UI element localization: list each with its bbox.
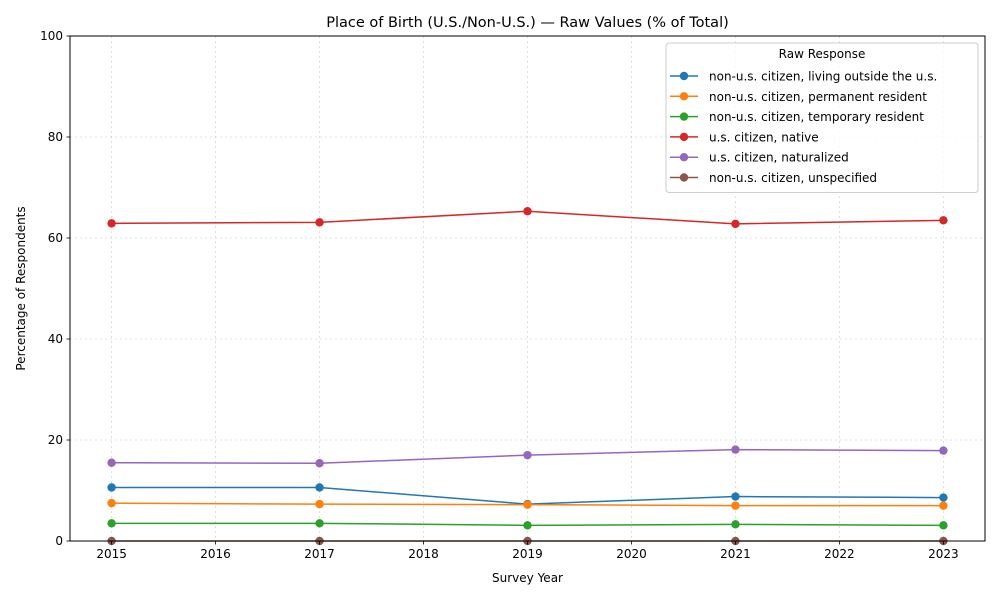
legend-label: non-u.s. citizen, permanent resident — [709, 90, 927, 104]
legend-item: u.s. citizen, native — [670, 130, 819, 144]
data-point — [731, 501, 740, 510]
data-point — [731, 520, 740, 529]
legend-swatch-marker — [679, 173, 689, 182]
x-tick-label: 2020 — [616, 547, 647, 561]
legend-item: non-u.s. citizen, unspecified — [670, 171, 877, 185]
data-point — [939, 493, 948, 502]
legend-label: non-u.s. citizen, living outside the u.s… — [709, 70, 937, 84]
x-tick-label: 2017 — [304, 547, 335, 561]
series-3 — [107, 207, 948, 229]
legend-swatch-marker — [679, 92, 689, 101]
legend-label: non-u.s. citizen, temporary resident — [709, 110, 924, 124]
data-point — [939, 216, 948, 225]
data-point — [939, 501, 948, 510]
legend-swatch-marker — [679, 132, 689, 142]
data-point — [523, 521, 532, 530]
data-point — [939, 446, 948, 455]
data-point — [315, 483, 324, 492]
legend-label: u.s. citizen, naturalized — [709, 151, 849, 165]
data-point — [107, 519, 116, 528]
data-point — [315, 519, 324, 528]
legend-label: non-u.s. citizen, unspecified — [709, 171, 877, 185]
data-point — [731, 492, 740, 501]
series-2 — [107, 519, 948, 530]
x-tick-label: 2019 — [512, 547, 543, 561]
x-axis-label: Survey Year — [492, 571, 563, 585]
legend-item: non-u.s. citizen, temporary resident — [670, 110, 924, 124]
legend-swatch-marker — [679, 153, 689, 162]
y-tick-label: 20 — [48, 433, 63, 447]
legend: Raw Response non-u.s. citizen, living ou… — [665, 42, 979, 193]
legend-item: non-u.s. citizen, permanent resident — [670, 90, 927, 104]
legend-item: u.s. citizen, naturalized — [670, 151, 849, 165]
legend-title: Raw Response — [779, 47, 866, 61]
data-point — [523, 450, 532, 460]
y-tick-label: 40 — [48, 332, 63, 346]
y-tick-label: 80 — [48, 130, 63, 144]
data-point — [315, 218, 324, 227]
y-axis: 0 20 40 60 80 100 — [40, 29, 70, 548]
y-tick-label: 0 — [55, 534, 63, 548]
y-axis-label: Percentage of Respondents — [14, 206, 28, 370]
y-tick-label: 100 — [40, 29, 63, 43]
series-1 — [107, 498, 948, 510]
x-axis: 2015 2016 2017 2018 2019 2020 2021 2022 2023 — [96, 541, 959, 561]
x-tick-label: 2015 — [96, 547, 127, 561]
x-tick-label: 2021 — [720, 547, 751, 561]
data-point — [731, 219, 740, 229]
legend-label: u.s. citizen, native — [709, 130, 819, 144]
series-4 — [107, 445, 948, 468]
data-point — [107, 483, 116, 492]
data-point — [107, 219, 116, 228]
chart-title: Place of Birth (U.S./Non-U.S.) — Raw Val… — [326, 15, 729, 31]
x-tick-label: 2022 — [824, 547, 855, 561]
data-point — [315, 499, 324, 509]
data-point — [939, 521, 948, 530]
legend-item: non-u.s. citizen, living outside the u.s… — [670, 70, 937, 84]
x-tick-label: 2016 — [200, 547, 231, 561]
data-point — [107, 498, 116, 508]
data-point — [523, 207, 532, 216]
x-tick-label: 2018 — [408, 547, 439, 561]
legend-swatch-marker — [679, 71, 689, 81]
y-tick-label: 60 — [48, 231, 63, 245]
x-tick-label: 2023 — [928, 547, 959, 561]
data-point — [315, 459, 324, 468]
data-point — [731, 445, 740, 454]
legend-swatch-marker — [679, 112, 689, 121]
legend-items: non-u.s. citizen, living outside the u.s… — [670, 70, 937, 185]
data-point — [523, 500, 532, 509]
data-point — [107, 458, 116, 467]
legend-box — [665, 42, 979, 193]
